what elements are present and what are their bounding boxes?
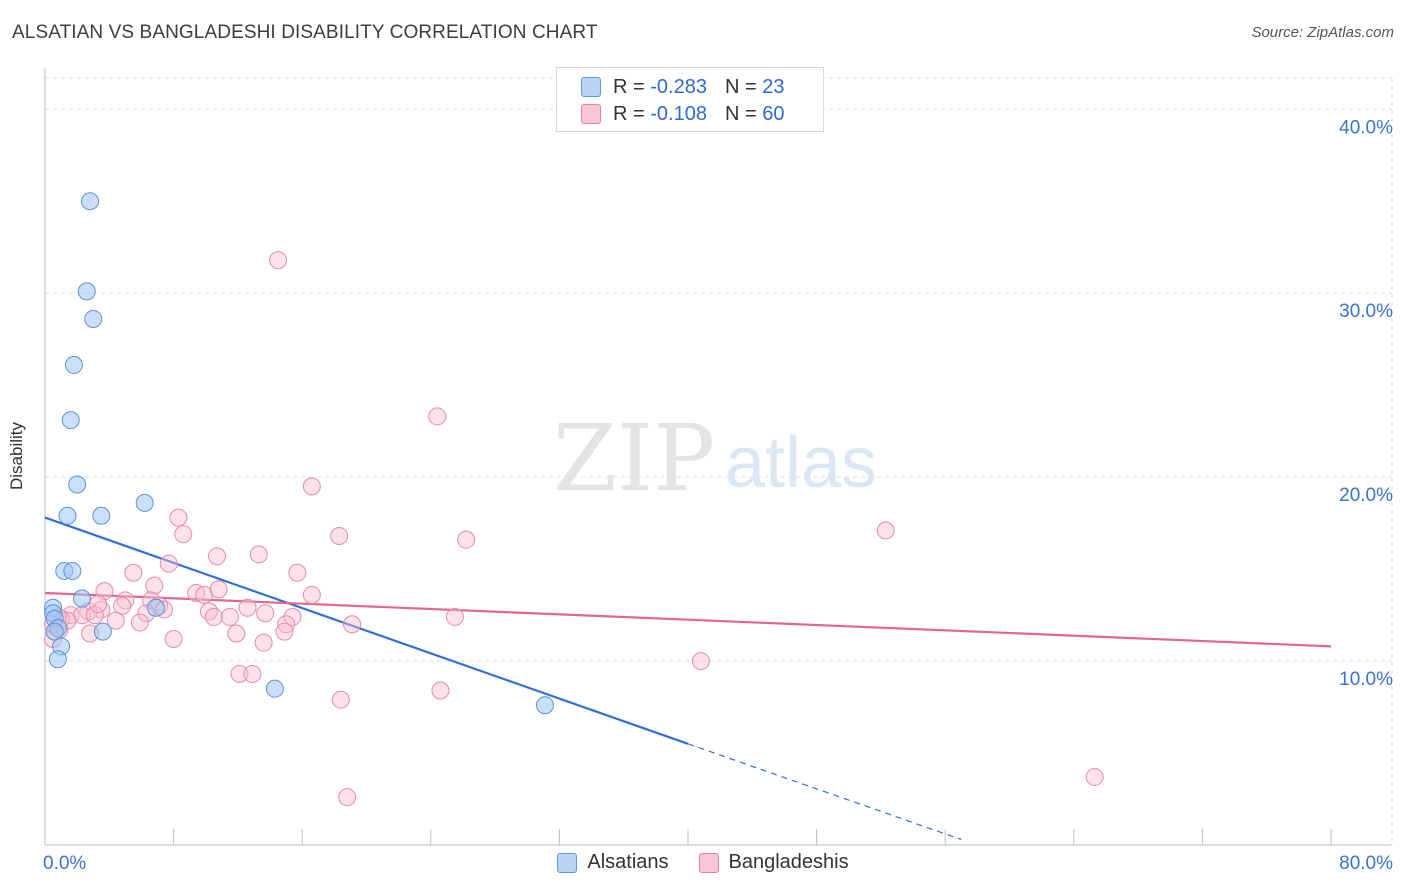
bangladeshi-point (238, 598, 257, 617)
alsatian-point (81, 192, 100, 211)
alsatian-point (64, 355, 83, 374)
bangladeshis-legend-swatch (698, 852, 719, 873)
bangladeshis-swatch (581, 104, 601, 124)
legend-item-bangladeshis: Bangladeshis (698, 851, 849, 874)
x-tick-label-max: 80.0% (1339, 853, 1393, 874)
alsatian-point (93, 622, 112, 641)
bangladeshi-point (169, 508, 188, 527)
bangladeshi-point (269, 251, 288, 270)
bangladeshis-r-value: -0.108 (650, 102, 707, 125)
bangladeshis-n-value: 60 (762, 102, 785, 125)
bangladeshi-point (199, 602, 218, 621)
bangladeshi-point (243, 664, 262, 683)
watermark-atlas: atlas (725, 423, 877, 503)
bangladeshi-point (343, 615, 362, 634)
bangladeshi-point (283, 607, 302, 626)
legend-row-bangladeshis: R = -0.108 N = 60 (581, 101, 784, 127)
tick-labels: 10.0% 20.0% 30.0% 40.0% 0.0% 80.0% (43, 117, 1393, 874)
bangladeshi-point (428, 407, 447, 426)
bangladeshi-point (209, 580, 228, 599)
bangladeshi-point (445, 607, 464, 626)
bangladeshi-point (288, 563, 307, 582)
alsatian-point (48, 650, 67, 669)
bangladeshi-point (330, 526, 349, 545)
bangladeshi-point (302, 477, 321, 496)
alsatian-point (84, 309, 103, 328)
alsatians-n-value: 23 (762, 75, 785, 98)
bangladeshi-point (254, 633, 273, 652)
bangladeshi-point (431, 681, 450, 700)
bangladeshi-point (277, 615, 296, 634)
bangladeshi-point (338, 788, 357, 807)
bangladeshi-point (275, 622, 294, 641)
chart-title: ALSATIAN VS BANGLADESHI DISABILITY CORRE… (12, 22, 598, 43)
source-credit: Source: ZipAtlas.com (1251, 24, 1394, 41)
bangladeshi-point (302, 585, 321, 604)
bangladeshi-point (691, 652, 710, 671)
bangladeshi-point (106, 611, 125, 630)
bangladeshi-point (89, 595, 108, 614)
axes (44, 68, 1392, 846)
data-points (44, 192, 1104, 807)
n-label: N = (724, 102, 757, 125)
y-tick-label: 10.0% (1339, 669, 1393, 690)
stats-legend: R = -0.283 N = 23 R = -0.108 N = 60 (556, 67, 824, 132)
bangladeshi-point (174, 525, 193, 544)
r-label: R = (613, 102, 645, 125)
alsatian-point (535, 696, 554, 715)
legend-row-alsatians: R = -0.283 N = 23 (581, 74, 784, 100)
bangladeshi-point (159, 554, 178, 573)
alsatian-point (135, 493, 154, 512)
watermark-zip: ZIP (553, 405, 715, 512)
bangladeshi-point (204, 607, 223, 626)
y-tick-label: 20.0% (1339, 485, 1393, 506)
bangladeshi-point (230, 664, 249, 683)
bangladeshi-point (164, 629, 183, 648)
legend-item-alsatians: Alsatians (557, 851, 669, 874)
bangladeshi-point (876, 521, 895, 540)
alsatian-point (92, 506, 111, 525)
alsatians-trend-line (44, 516, 689, 745)
bangladeshi-point (124, 563, 143, 582)
alsatians-r-value: -0.283 (650, 75, 707, 98)
alsatian-point (61, 411, 80, 430)
n-label: N = (724, 75, 757, 98)
series-legend: Alsatians Bangladeshis (0, 851, 1406, 874)
r-label: R = (613, 75, 645, 98)
bangladeshi-point (220, 607, 239, 626)
bangladeshi-point (208, 547, 227, 566)
alsatian-point (68, 475, 87, 494)
alsatians-legend-label: Alsatians (587, 851, 669, 873)
alsatian-point (77, 282, 96, 301)
bangladeshi-point (331, 690, 350, 709)
alsatians-trend-extension (687, 743, 962, 841)
bangladeshi-point (85, 606, 104, 625)
y-tick-label: 30.0% (1339, 301, 1393, 322)
y-tick-label: 40.0% (1339, 117, 1393, 138)
bangladeshi-point (249, 545, 268, 564)
alsatians-swatch (581, 77, 601, 97)
bangladeshi-point (256, 604, 275, 623)
watermark: ZIP atlas (553, 405, 877, 512)
x-tick-label-min: 0.0% (43, 853, 86, 874)
alsatians-legend-swatch (557, 852, 578, 873)
alsatian-point (265, 679, 284, 698)
bangladeshi-point (457, 530, 476, 549)
bangladeshi-point (227, 624, 246, 643)
bangladeshis-trend-line (44, 591, 1332, 648)
alsatian-point (72, 589, 91, 608)
trend-lines (44, 516, 1332, 841)
alsatian-point (146, 598, 165, 617)
bangladeshi-point (116, 591, 135, 610)
alsatian-point (58, 506, 77, 525)
bangladeshis-legend-label: Bangladeshis (728, 851, 849, 873)
bangladeshi-point (145, 576, 164, 595)
grid-lines (45, 77, 1393, 845)
alsatian-point (63, 561, 82, 580)
bangladeshi-point (130, 613, 149, 632)
bangladeshi-point (1085, 767, 1104, 786)
